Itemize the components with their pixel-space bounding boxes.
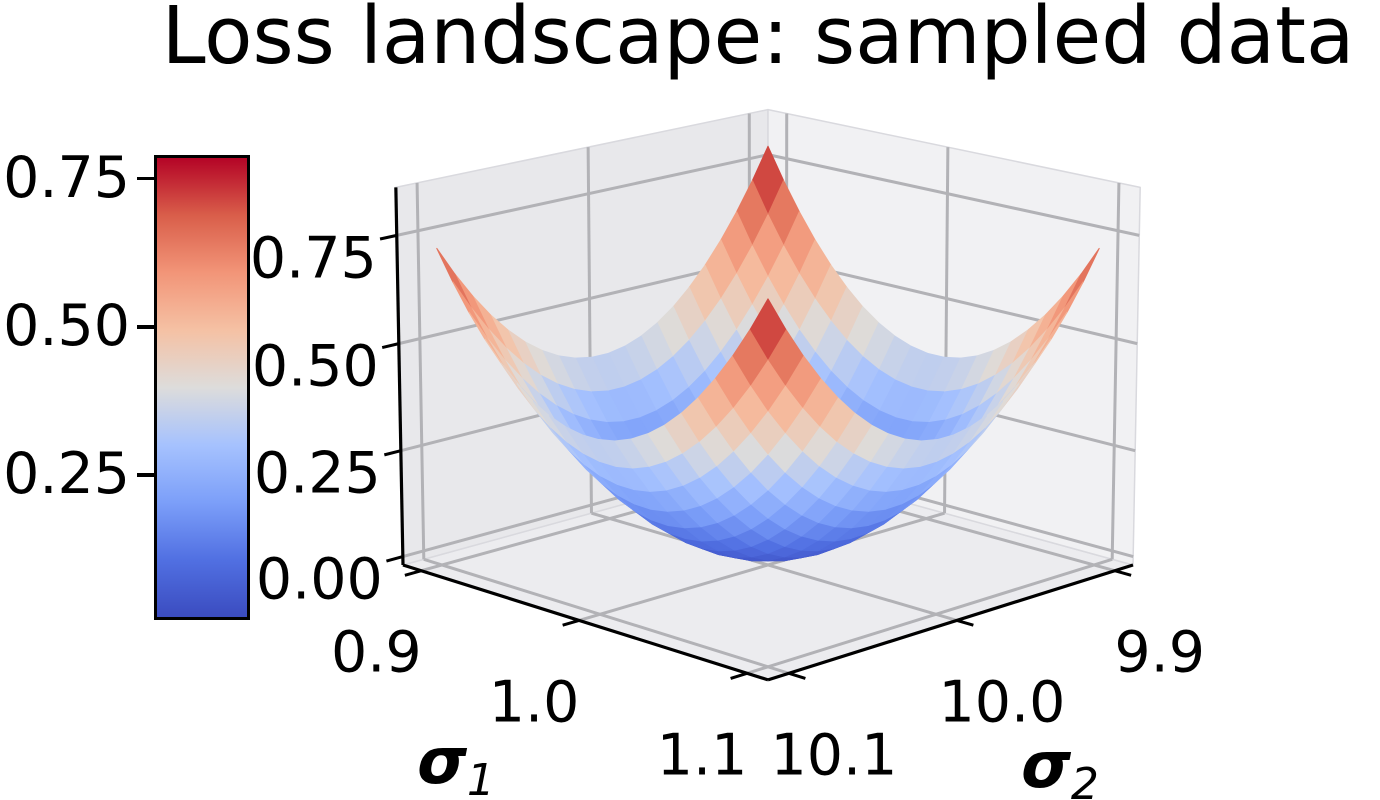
gridline-right-z — [767, 153, 1140, 237]
y-tick-label: 10.1 — [770, 722, 897, 788]
y-tick-mark — [956, 618, 974, 627]
x-axis-label: σ1 — [417, 725, 495, 800]
z-tick-label: 0.75 — [250, 225, 377, 291]
colorbar-tick-label: 0.50 — [3, 292, 130, 359]
colorbar-tick-mark — [137, 473, 154, 477]
colorbar-tick-label: 0.25 — [3, 440, 130, 507]
z-tick-label: 0.00 — [256, 547, 383, 613]
x-tick-label: 0.9 — [331, 620, 422, 686]
x-tick-mark — [730, 671, 748, 680]
gridline-wall-y — [415, 182, 426, 560]
colorbar-tick-mark — [137, 325, 154, 329]
y-tick-label: 10.0 — [938, 669, 1065, 735]
y-tick-mark — [788, 671, 806, 680]
surface-facet — [749, 298, 787, 360]
gridline-floor-x — [578, 511, 945, 622]
gridline-floor-y — [591, 511, 958, 622]
x-axis-line — [402, 563, 769, 682]
z-tick-mark — [379, 233, 398, 241]
z-tick-label: 0.50 — [252, 334, 379, 400]
y-tick-mark — [1114, 569, 1132, 577]
colorbar-gradient — [154, 155, 250, 620]
z-tick-mark — [381, 342, 400, 349]
gridline-wall-x — [1110, 182, 1121, 560]
z-tick-mark — [386, 555, 404, 563]
y-axis-line — [767, 563, 1134, 682]
x-tick-mark — [562, 618, 580, 627]
z-axis-line — [394, 187, 405, 566]
colorbar-tick-label: 0.75 — [3, 144, 130, 211]
page-title: Loss landscape: sampled data — [161, 0, 1355, 82]
y-tick-label: 9.9 — [1114, 620, 1205, 686]
x-tick-label: 1.1 — [657, 722, 748, 788]
gridline-floor-x — [746, 557, 1113, 675]
z-tick-mark — [383, 449, 402, 457]
gridline-floor-y — [423, 557, 790, 675]
colorbar-tick-mark — [137, 176, 154, 181]
z-tick-label: 0.25 — [254, 441, 381, 507]
gridline-left-z — [396, 153, 769, 237]
y-axis-label: σ2 — [1021, 729, 1099, 800]
x-tick-label: 1.0 — [489, 669, 580, 735]
x-tick-mark — [404, 569, 422, 577]
